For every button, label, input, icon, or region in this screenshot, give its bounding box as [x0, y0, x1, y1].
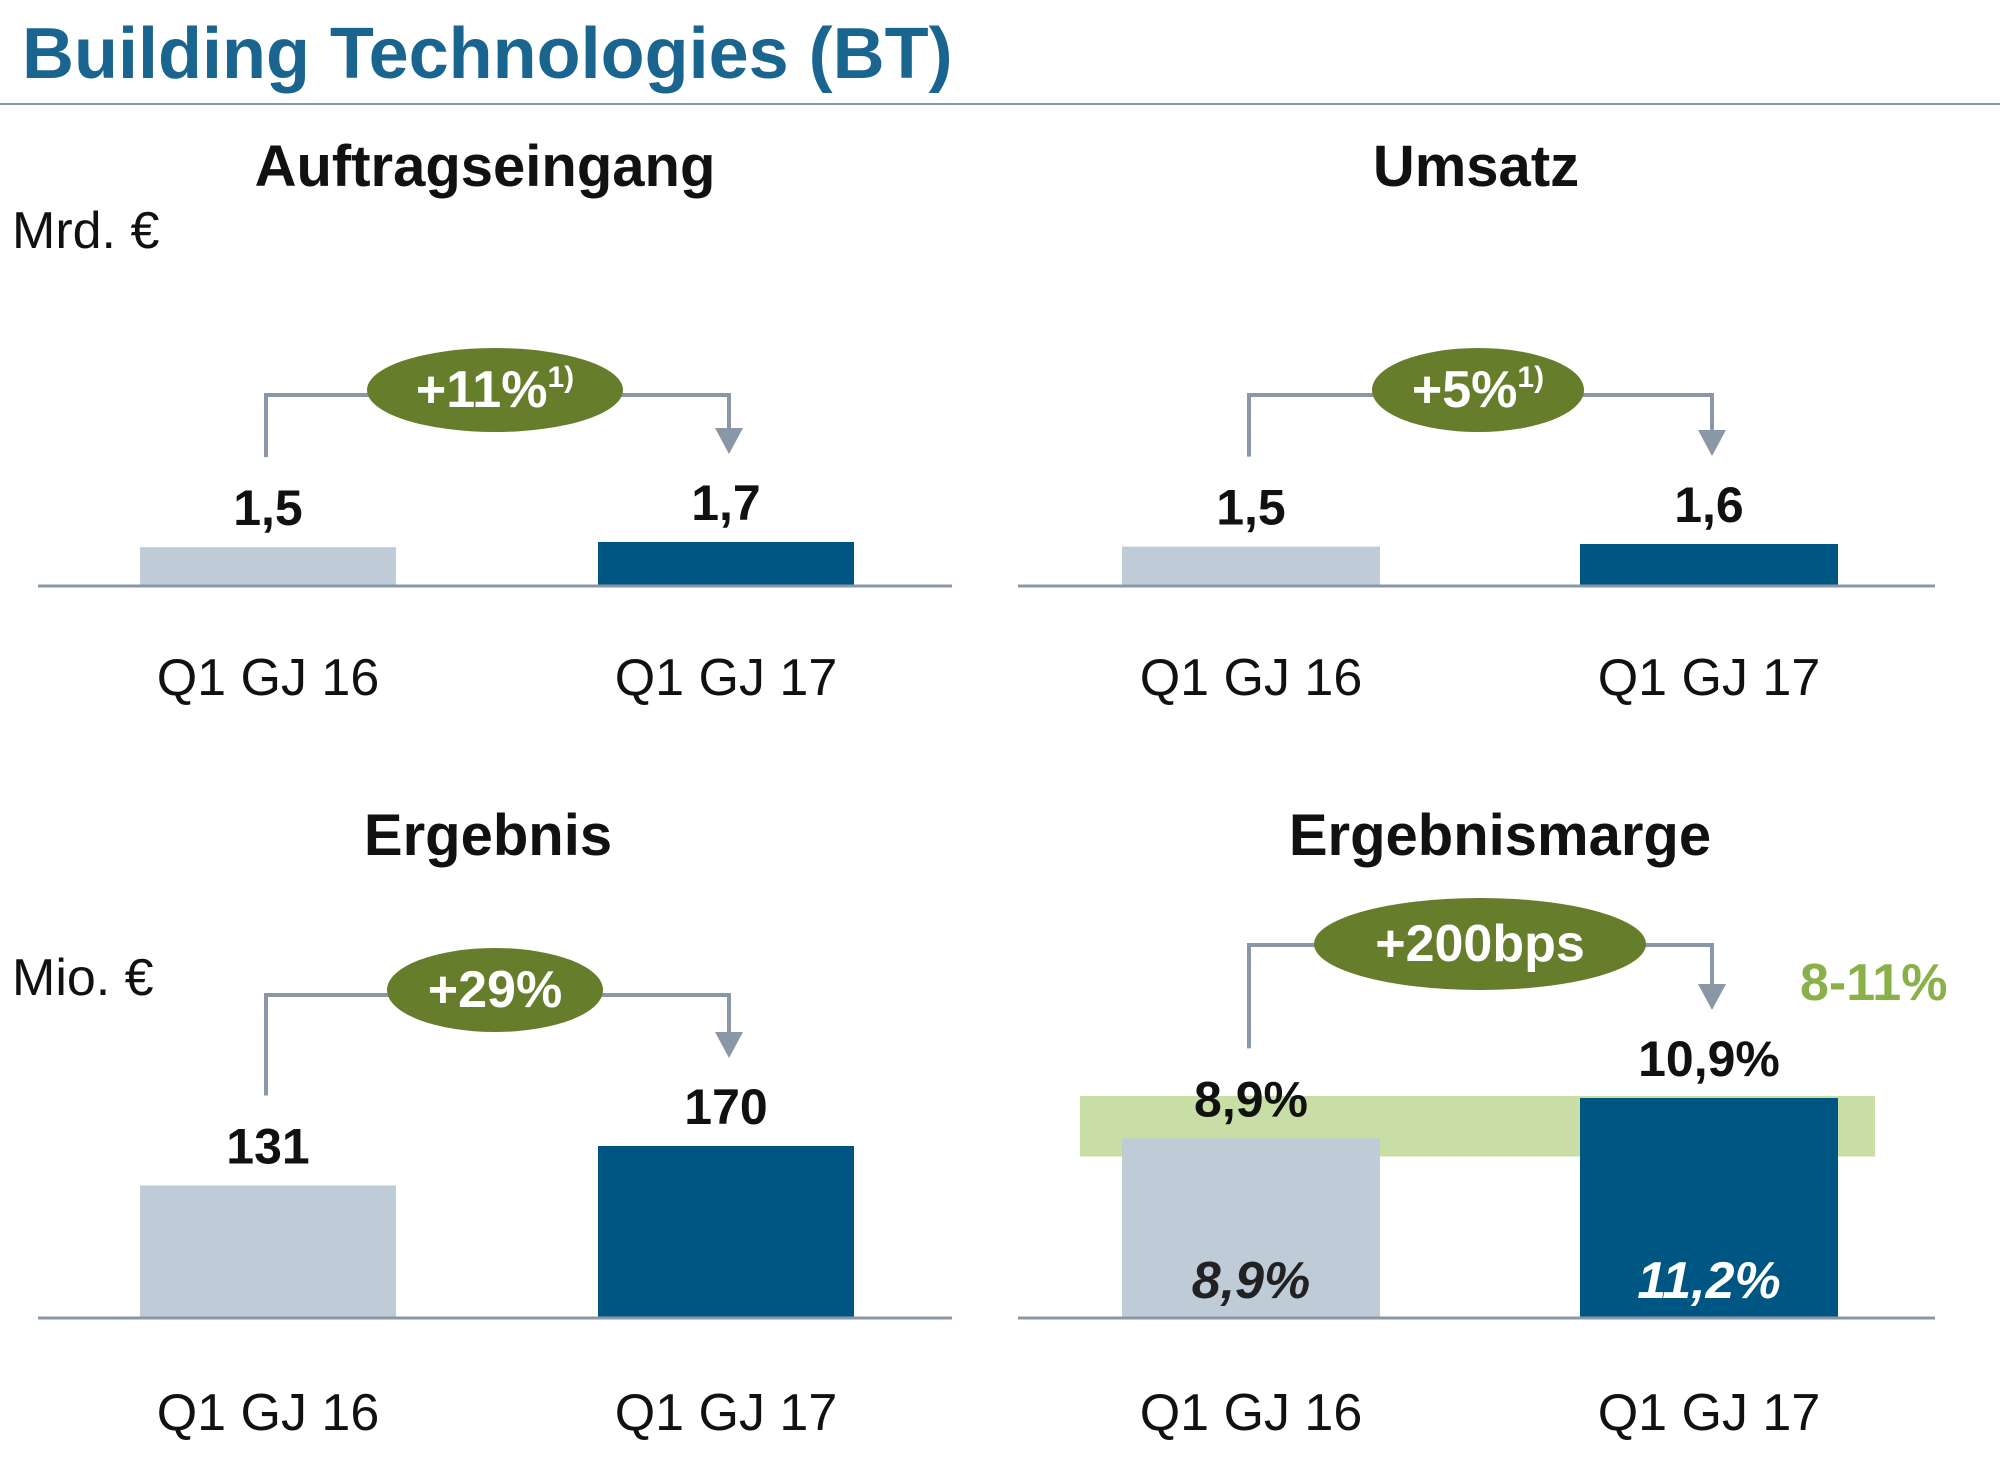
change-badge — [1372, 348, 1584, 432]
change-value: +29% — [428, 961, 562, 1019]
data-label-prior: 131 — [226, 1118, 309, 1174]
footnote-marker: 1) — [547, 361, 574, 394]
page-title: Building Technologies (BT) — [22, 14, 953, 94]
change-badge — [367, 348, 623, 432]
inner-label-prior: 8,9% — [1192, 1252, 1311, 1310]
arrow-head-icon — [1698, 430, 1726, 456]
target-range-label: 8-11% — [1800, 954, 1947, 1012]
chart-title: Auftragseingang — [255, 134, 716, 199]
category-label-current: Q1 GJ 17 — [1598, 1384, 1821, 1442]
bar-current — [1580, 1098, 1838, 1318]
chart-panel-4: Ergebnismarge 8,9% 10,9% 8,9% 11,2% Q1 GJ 16 Q… — [1018, 803, 1947, 1442]
chart-panel-2: Umsatz 1,5 1,6 Q1 GJ 16 Q1 GJ 17 +5%1) — [1018, 134, 1935, 707]
change-badge-label: +29% — [428, 961, 562, 1019]
change-badge — [387, 948, 603, 1032]
chart-panel-3: Ergebnis Mio. € 131 170 Q1 GJ 16 Q1 GJ 17 +29% — [12, 803, 952, 1442]
arrow-head-icon — [715, 1032, 743, 1058]
bar-prior — [1122, 1138, 1380, 1318]
chart-title: Umsatz — [1373, 134, 1579, 199]
change-value: +5% — [1412, 361, 1518, 419]
data-label-prior: 1,5 — [1216, 480, 1286, 536]
category-label-prior: Q1 GJ 16 — [157, 649, 380, 707]
arrow-head-icon — [1698, 984, 1726, 1010]
data-label-current: 10,9% — [1638, 1031, 1780, 1087]
data-label-prior: 1,5 — [233, 480, 303, 536]
data-label-prior: 8,9% — [1194, 1071, 1308, 1127]
charts-layer: Auftragseingang Mrd. € 1,5 1,7 Q1 GJ 16 Q1 GJ… — [12, 134, 1947, 1442]
chart-title: Ergebnismarge — [1289, 803, 1711, 868]
category-label-prior: Q1 GJ 16 — [1140, 649, 1363, 707]
category-label-current: Q1 GJ 17 — [1598, 649, 1821, 707]
unit-label: Mrd. € — [12, 202, 159, 260]
chart-title: Ergebnis — [364, 803, 612, 868]
chart-panel-1: Auftragseingang Mrd. € 1,5 1,7 Q1 GJ 16 Q1 GJ… — [12, 134, 952, 707]
category-label-current: Q1 GJ 17 — [615, 1384, 838, 1442]
bar-current — [598, 1146, 854, 1318]
change-badge — [1314, 898, 1646, 990]
inner-label-current: 11,2% — [1637, 1252, 1781, 1310]
change-badge-label: +200bps — [1375, 915, 1585, 973]
category-label-prior: Q1 GJ 16 — [1140, 1384, 1363, 1442]
data-label-current: 1,6 — [1674, 477, 1744, 533]
change-value: +11% — [416, 361, 548, 419]
change-value: +200bps — [1375, 915, 1585, 973]
change-badge-label: +5%1) — [1412, 361, 1544, 419]
bar-current — [1580, 544, 1838, 586]
data-label-current: 1,7 — [691, 475, 761, 531]
change-badge-label: +11%1) — [416, 361, 574, 419]
bar-prior — [1122, 546, 1380, 586]
data-label-current: 170 — [684, 1079, 767, 1135]
arrow-head-icon — [715, 428, 743, 454]
bar-prior — [140, 547, 396, 586]
category-label-current: Q1 GJ 17 — [615, 649, 838, 707]
category-label-prior: Q1 GJ 16 — [157, 1384, 380, 1442]
bar-prior — [140, 1185, 396, 1318]
footnote-marker: 1) — [1517, 361, 1544, 394]
bar-current — [598, 542, 854, 586]
unit-label: Mio. € — [12, 949, 154, 1007]
